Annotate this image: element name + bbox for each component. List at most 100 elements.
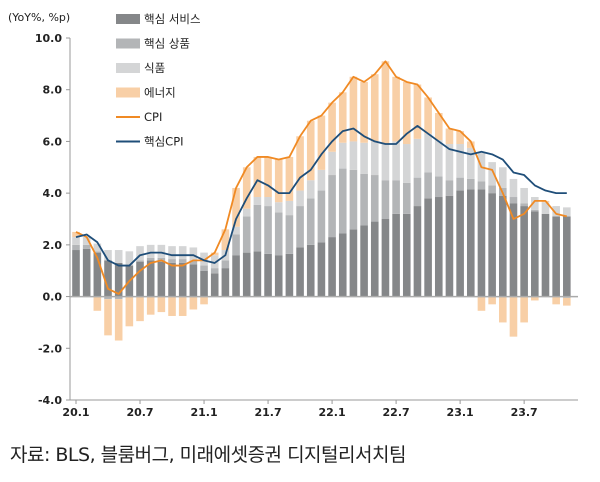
bar-core-goods bbox=[274, 212, 283, 256]
bar-core-services bbox=[285, 253, 294, 297]
bar-core-goods bbox=[402, 182, 411, 214]
bar-core-services bbox=[210, 273, 219, 297]
bar-food bbox=[466, 147, 475, 179]
bar-core-goods bbox=[392, 180, 400, 214]
bar-core-goods bbox=[72, 244, 80, 251]
bar-core-services bbox=[328, 237, 336, 297]
bar-core-services bbox=[136, 261, 144, 297]
bar-core-services bbox=[488, 193, 496, 297]
bar-core-services bbox=[232, 255, 240, 297]
bar-food bbox=[146, 244, 155, 258]
bar-food bbox=[189, 247, 198, 261]
bar-food bbox=[285, 200, 294, 216]
bar-energy bbox=[178, 296, 187, 316]
bar-core-services bbox=[338, 233, 347, 297]
bar-food bbox=[349, 141, 358, 170]
bar-food bbox=[82, 237, 91, 245]
bar-core-goods bbox=[328, 175, 336, 238]
bar-energy bbox=[413, 84, 422, 139]
y-tick-label: 0.0 bbox=[43, 291, 63, 304]
bar-core-services bbox=[178, 262, 187, 297]
bar-energy bbox=[221, 229, 230, 251]
bar-core-services bbox=[104, 260, 112, 297]
bar-core-services bbox=[72, 250, 80, 297]
bar-food bbox=[306, 180, 315, 199]
bar-food bbox=[563, 207, 571, 217]
bar-energy bbox=[424, 97, 432, 134]
bar-food bbox=[338, 142, 347, 169]
bar-food bbox=[93, 243, 102, 252]
bar-core-services bbox=[392, 213, 400, 297]
bar-energy bbox=[360, 81, 368, 143]
bar-food bbox=[392, 141, 400, 181]
bar-core-services bbox=[296, 247, 304, 297]
legend-swatch bbox=[116, 14, 140, 24]
bar-core-services bbox=[370, 221, 379, 297]
bar-energy bbox=[168, 296, 176, 316]
bar-core-services bbox=[82, 248, 91, 297]
cpi-line bbox=[75, 60, 568, 295]
bar-core-services bbox=[306, 244, 315, 297]
bar-food bbox=[509, 178, 518, 198]
bar-core-goods bbox=[456, 177, 464, 191]
x-tick-label: 23.1 bbox=[447, 406, 474, 419]
bar-energy bbox=[552, 296, 560, 305]
bar-energy bbox=[264, 156, 272, 198]
bar-energy bbox=[520, 296, 528, 323]
bar-energy bbox=[370, 74, 379, 142]
bar-energy bbox=[509, 296, 518, 337]
bar-food bbox=[360, 142, 368, 174]
bar-core-services bbox=[168, 262, 176, 297]
bar-food bbox=[499, 167, 507, 188]
bar-food bbox=[125, 251, 134, 266]
bar-core-goods bbox=[317, 190, 326, 243]
bar-core-goods bbox=[296, 206, 304, 248]
bar-core-services bbox=[445, 195, 454, 297]
bar-food bbox=[541, 202, 550, 214]
bar-energy bbox=[93, 296, 102, 311]
y-tick-label: 10.0 bbox=[35, 32, 62, 45]
bar-energy bbox=[402, 81, 411, 145]
bar-core-services bbox=[509, 203, 518, 297]
bar-energy bbox=[232, 187, 240, 227]
y-tick-label: -2.0 bbox=[38, 342, 62, 355]
bar-core-services bbox=[552, 216, 560, 297]
bar-food bbox=[253, 197, 262, 205]
bar-core-goods bbox=[168, 259, 176, 263]
bar-energy bbox=[477, 296, 486, 311]
x-tick-label: 20.1 bbox=[62, 406, 89, 419]
bar-energy bbox=[488, 296, 496, 305]
bar-core-services bbox=[424, 198, 432, 297]
bar-food bbox=[531, 197, 539, 210]
bar-food bbox=[456, 144, 464, 178]
y-tick-label: 2.0 bbox=[43, 239, 63, 252]
bar-food bbox=[488, 162, 496, 186]
legend-swatch bbox=[116, 38, 140, 49]
bar-energy bbox=[445, 128, 454, 145]
bar-core-services bbox=[563, 216, 571, 297]
legend-label: CPI bbox=[144, 110, 162, 124]
bar-food bbox=[104, 250, 112, 261]
bar-core-services bbox=[349, 229, 358, 297]
bar-energy bbox=[531, 296, 539, 301]
bar-core-services bbox=[200, 270, 208, 297]
y-tick-label: 6.0 bbox=[43, 135, 63, 148]
bar-energy bbox=[253, 156, 262, 198]
bar-core-services bbox=[93, 252, 102, 297]
cpi-contribution-chart: (YoY%, %p) 10.08.06.04.02.00.0-2.0-4.020… bbox=[8, 11, 578, 419]
bar-core-services bbox=[264, 253, 272, 297]
bar-energy bbox=[456, 131, 464, 145]
bar-energy bbox=[306, 120, 315, 181]
bar-food bbox=[210, 255, 219, 269]
bar-core-goods bbox=[509, 197, 518, 204]
bar-core-goods bbox=[221, 260, 230, 269]
bar-food bbox=[328, 151, 336, 176]
bar-core-goods bbox=[232, 234, 240, 256]
bar-energy bbox=[296, 136, 304, 191]
bar-food bbox=[434, 140, 443, 177]
bar-core-services bbox=[434, 197, 443, 297]
bar-food bbox=[274, 202, 283, 213]
x-tick-label: 23.7 bbox=[511, 406, 538, 419]
bar-energy bbox=[146, 296, 155, 315]
bar-core-goods bbox=[445, 180, 454, 196]
